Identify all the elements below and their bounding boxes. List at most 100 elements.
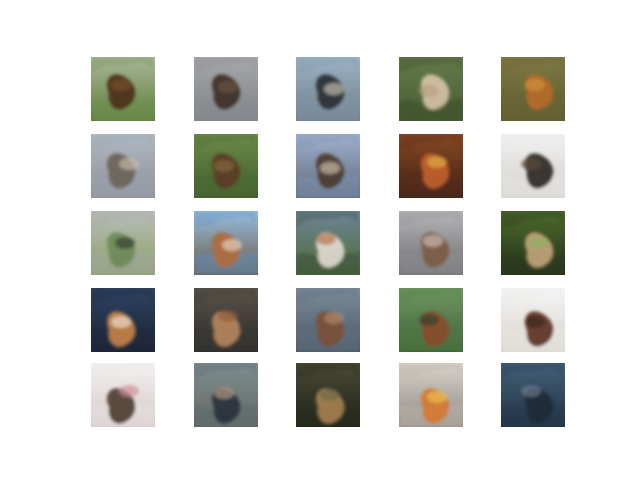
- sample-image: [194, 211, 258, 275]
- sample-image: [91, 363, 155, 427]
- sample-tile-20: [501, 288, 565, 352]
- sample-tile-8: [296, 134, 360, 198]
- sample-image: [296, 363, 360, 427]
- sky-texture: [194, 57, 256, 73]
- sky-texture: [399, 211, 461, 227]
- subject-highlight: [119, 385, 139, 397]
- subject-highlight: [419, 314, 439, 326]
- sample-tile-19: [399, 288, 463, 352]
- sample-image: [91, 134, 155, 198]
- subject-highlight: [427, 156, 447, 168]
- sky-texture: [296, 134, 358, 150]
- sample-tile-14: [399, 211, 463, 275]
- sample-tile-17: [194, 288, 258, 352]
- sample-image: [91, 288, 155, 352]
- sky-texture: [194, 288, 256, 304]
- sample-tile-4: [399, 57, 463, 121]
- sky-texture: [91, 288, 153, 304]
- subject-highlight: [427, 391, 447, 403]
- sample-tile-18: [296, 288, 360, 352]
- sample-tile-5: [501, 57, 565, 121]
- subject-shape: [524, 388, 554, 424]
- subject-highlight: [222, 239, 242, 251]
- sky-texture: [501, 288, 563, 304]
- sample-image: [296, 134, 360, 198]
- subject-highlight: [529, 237, 549, 249]
- subject-highlight: [316, 233, 336, 245]
- sky-texture: [399, 134, 461, 150]
- sample-image: [194, 363, 258, 427]
- sample-tile-10: [501, 134, 565, 198]
- subject-highlight: [320, 162, 340, 174]
- sample-image: [399, 288, 463, 352]
- sky-texture: [501, 211, 563, 227]
- sample-image: [399, 134, 463, 198]
- sample-tile-9: [399, 134, 463, 198]
- sample-tile-3: [296, 57, 360, 121]
- sample-tile-11: [91, 211, 155, 275]
- sky-texture: [296, 363, 358, 379]
- sky-texture: [296, 57, 358, 73]
- sky-texture: [91, 211, 153, 227]
- sample-tile-2: [194, 57, 258, 121]
- sample-image: [501, 57, 565, 121]
- sample-tile-6: [91, 134, 155, 198]
- sample-image: [501, 134, 565, 198]
- sky-texture: [501, 134, 563, 150]
- sample-tile-22: [194, 363, 258, 427]
- sample-tile-21: [91, 363, 155, 427]
- sample-image: [501, 363, 565, 427]
- sky-texture: [194, 134, 256, 150]
- subject-highlight: [218, 81, 238, 93]
- sample-image: [194, 134, 258, 198]
- subject-shape: [106, 388, 136, 424]
- subject-highlight: [214, 387, 234, 399]
- subject-highlight: [521, 158, 541, 170]
- subject-highlight: [111, 79, 131, 91]
- sample-tile-7: [194, 134, 258, 198]
- sample-tile-24: [399, 363, 463, 427]
- sample-tile-15: [501, 211, 565, 275]
- sample-image: [91, 57, 155, 121]
- sky-texture: [296, 211, 358, 227]
- sky-texture: [194, 363, 256, 379]
- sample-image: [399, 211, 463, 275]
- sample-tile-23: [296, 363, 360, 427]
- sky-texture: [91, 134, 153, 150]
- sample-image: [501, 288, 565, 352]
- sample-image: [91, 211, 155, 275]
- subject-highlight: [119, 158, 139, 170]
- sky-texture: [399, 57, 461, 73]
- sample-image: [194, 288, 258, 352]
- sky-texture: [501, 57, 563, 73]
- sample-image: [296, 57, 360, 121]
- sky-texture: [91, 363, 153, 379]
- subject-highlight: [324, 312, 344, 324]
- sample-image: [399, 363, 463, 427]
- sample-image: [296, 288, 360, 352]
- sky-texture: [91, 57, 153, 73]
- subject-highlight: [521, 385, 541, 397]
- sky-texture: [399, 288, 461, 304]
- sample-tile-25: [501, 363, 565, 427]
- subject-highlight: [111, 316, 131, 328]
- sample-image: [501, 211, 565, 275]
- subject-highlight: [320, 389, 340, 401]
- subject-highlight: [525, 316, 545, 328]
- subject-highlight: [218, 310, 238, 322]
- subject-highlight: [324, 83, 344, 95]
- sample-image: [194, 57, 258, 121]
- sample-tile-13: [296, 211, 360, 275]
- sky-texture: [501, 363, 563, 379]
- sample-tile-1: [91, 57, 155, 121]
- sample-tile-12: [194, 211, 258, 275]
- subject-highlight: [419, 85, 439, 97]
- sky-texture: [296, 288, 358, 304]
- subject-highlight: [525, 79, 545, 91]
- sample-image: [399, 57, 463, 121]
- sky-texture: [194, 211, 256, 227]
- sample-tile-16: [91, 288, 155, 352]
- sample-image: [296, 211, 360, 275]
- subject-highlight: [423, 235, 443, 247]
